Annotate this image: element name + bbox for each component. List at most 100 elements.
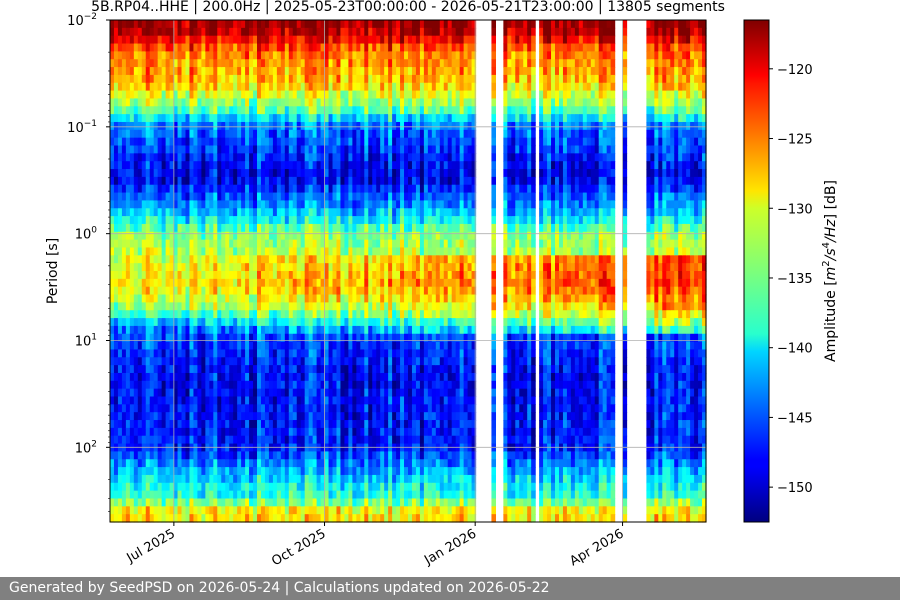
heatmap-cell xyxy=(376,216,381,225)
heatmap-cell xyxy=(332,278,338,288)
heatmap-cell xyxy=(225,208,230,217)
heatmap-cell xyxy=(161,129,167,139)
heatmap-cell xyxy=(415,145,421,154)
heatmap-cell xyxy=(348,176,353,186)
heatmap-cell xyxy=(368,169,373,178)
heatmap-cell xyxy=(352,420,357,429)
heatmap-cell xyxy=(396,318,401,327)
heatmap-cell xyxy=(292,247,298,256)
heatmap-cell xyxy=(201,169,206,178)
heatmap-cell xyxy=(257,137,262,147)
heatmap-cell xyxy=(344,184,349,194)
heatmap-cell xyxy=(153,388,159,398)
heatmap-cell xyxy=(332,372,338,382)
heatmap-cell xyxy=(117,467,123,476)
heatmap-cell xyxy=(352,223,357,233)
heatmap-cell xyxy=(141,271,147,280)
heatmap-cell xyxy=(415,482,421,492)
heatmap-cell xyxy=(257,161,262,170)
heatmap-cell xyxy=(320,20,326,29)
heatmap-cell xyxy=(213,372,218,382)
heatmap-cell xyxy=(415,20,421,29)
heatmap-cell xyxy=(157,302,163,311)
heatmap-cell xyxy=(165,169,171,178)
heatmap-cell xyxy=(296,482,302,492)
heatmap-cell xyxy=(141,43,147,52)
heatmap-cell xyxy=(360,208,365,217)
heatmap-cell xyxy=(364,239,369,249)
heatmap-cell xyxy=(316,278,322,288)
heatmap-cell xyxy=(201,176,206,186)
heatmap-cell xyxy=(340,121,346,131)
heatmap-cell xyxy=(364,333,369,343)
heatmap-cell xyxy=(408,412,413,421)
heatmap-cell xyxy=(260,396,266,405)
heatmap-cell xyxy=(217,20,222,29)
heatmap-cell xyxy=(264,490,270,500)
heatmap-cell xyxy=(304,82,310,92)
heatmap-cell xyxy=(372,129,377,139)
heatmap-cell xyxy=(260,357,266,366)
heatmap-cell xyxy=(368,153,373,162)
heatmap-cell xyxy=(153,278,159,288)
heatmap-cell xyxy=(300,98,306,107)
heatmap-cell xyxy=(304,435,310,445)
heatmap-cell xyxy=(312,380,318,390)
heatmap-cell xyxy=(249,435,254,445)
heatmap-cell xyxy=(276,20,282,29)
heatmap-cell xyxy=(129,192,135,201)
heatmap-cell xyxy=(400,223,405,233)
heatmap-cell xyxy=(392,302,397,311)
heatmap-cell xyxy=(352,498,357,507)
heatmap-cell xyxy=(145,98,151,107)
heatmap-cell xyxy=(197,365,202,374)
heatmap-cell xyxy=(304,247,310,256)
heatmap-cell xyxy=(372,184,377,194)
heatmap-cell xyxy=(221,192,226,201)
heatmap-cell xyxy=(280,357,286,366)
heatmap-cell xyxy=(272,404,278,413)
heatmap-cell xyxy=(316,231,322,241)
heatmap-cell xyxy=(133,482,139,492)
heatmap-cell xyxy=(253,114,258,123)
heatmap-cell xyxy=(284,341,290,351)
heatmap-cell xyxy=(276,137,282,147)
heatmap-cell xyxy=(165,106,171,115)
heatmap-cell xyxy=(268,90,274,100)
heatmap-cell xyxy=(181,208,187,217)
heatmap-cell xyxy=(169,35,175,45)
heatmap-cell xyxy=(177,216,183,225)
heatmap-cell xyxy=(125,380,131,390)
heatmap-cell xyxy=(121,263,127,272)
heatmap-cell xyxy=(396,357,401,366)
heatmap-cell xyxy=(372,286,377,296)
heatmap-cell xyxy=(133,121,139,131)
heatmap-cell xyxy=(221,427,226,437)
heatmap-cell xyxy=(145,443,151,452)
heatmap-cell xyxy=(153,380,159,390)
heatmap-cell xyxy=(241,310,246,319)
heatmap-cell xyxy=(145,82,151,92)
heatmap-cell xyxy=(213,247,218,256)
heatmap-cell xyxy=(110,506,115,515)
heatmap-cell xyxy=(117,74,123,84)
heatmap-cell xyxy=(308,216,314,225)
heatmap-cell xyxy=(312,302,318,311)
heatmap-cell xyxy=(408,514,413,523)
heatmap-cell xyxy=(201,474,206,484)
heatmap-cell xyxy=(404,137,409,147)
heatmap-cell xyxy=(129,161,135,170)
heatmap-cell xyxy=(229,286,234,296)
heatmap-cell xyxy=(133,372,139,382)
heatmap-cell xyxy=(221,184,226,194)
heatmap-cell xyxy=(368,192,373,201)
heatmap-cell xyxy=(304,459,310,468)
heatmap-cell xyxy=(308,67,314,76)
heatmap-cell xyxy=(415,506,421,515)
heatmap-cell xyxy=(396,427,401,437)
heatmap-cell xyxy=(384,365,389,374)
heatmap-cell xyxy=(396,169,401,178)
heatmap-cell xyxy=(280,498,286,507)
heatmap-cell xyxy=(181,302,187,311)
heatmap-cell xyxy=(229,67,234,76)
